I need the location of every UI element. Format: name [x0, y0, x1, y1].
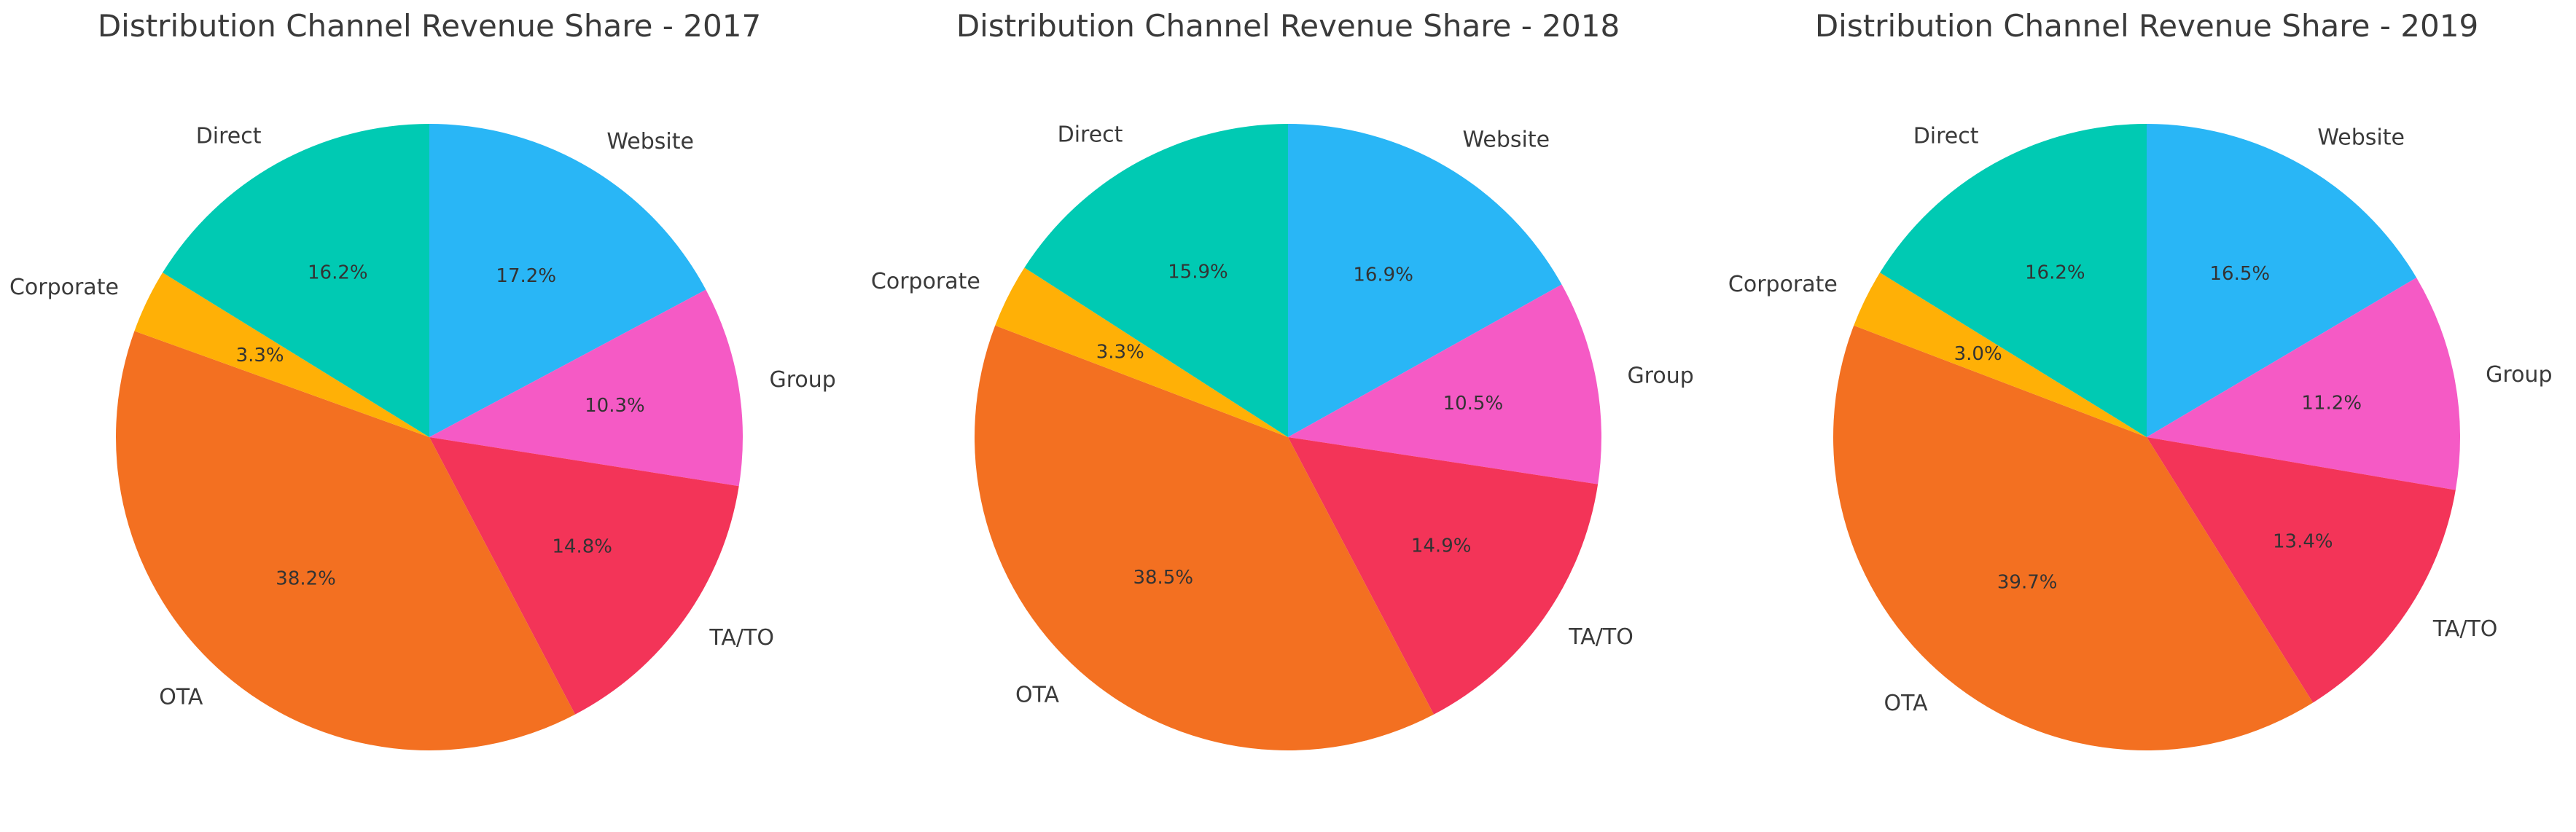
pie-slice-ta-to	[1288, 437, 1599, 715]
slice-label-ta-to: TA/TO	[709, 625, 774, 651]
slice-label-corporate: Corporate	[871, 269, 980, 294]
slice-label-group: Group	[2486, 362, 2552, 388]
chart-title-2017: Distribution Channel Revenue Share - 201…	[97, 8, 762, 44]
pie-slice-group	[2147, 278, 2461, 490]
slice-label-corporate: Corporate	[9, 275, 119, 300]
pie-slice-ota	[115, 331, 576, 750]
pct-label-ota: 38.5%	[1133, 567, 1193, 589]
pie-slice-direct	[1024, 124, 1288, 437]
slice-label-group: Group	[1627, 363, 1693, 388]
chart-title-2018: Distribution Channel Revenue Share - 201…	[956, 8, 1620, 44]
slice-label-ta-to: TA/TO	[1568, 624, 1634, 650]
pie-panel-2018: Distribution Channel Revenue Share - 201…	[859, 0, 1717, 832]
slice-label-corporate: Corporate	[1728, 272, 1838, 297]
slice-label-group: Group	[769, 367, 835, 393]
pie-slice-website	[1288, 124, 1562, 437]
slice-label-website: Website	[2317, 125, 2405, 151]
slice-label-direct: Direct	[1913, 123, 1979, 149]
pct-label-direct: 16.2%	[308, 262, 368, 284]
slice-label-ota: OTA	[1015, 682, 1060, 707]
pct-label-direct: 16.2%	[2025, 262, 2085, 284]
pct-label-direct: 15.9%	[1168, 262, 1228, 283]
pct-label-corporate: 3.0%	[1954, 343, 2002, 365]
slice-label-ta-to: TA/TO	[2432, 616, 2498, 642]
pct-label-ota: 38.2%	[276, 568, 336, 590]
chart-title-2019: Distribution Channel Revenue Share - 201…	[1814, 8, 2479, 44]
pie-slice-website	[429, 124, 706, 437]
pct-label-group: 10.5%	[1443, 393, 1504, 415]
pie-panel-2017: Distribution Channel Revenue Share - 201…	[0, 0, 859, 832]
slice-label-direct: Direct	[196, 123, 262, 149]
pie-svg: 16.5% Website 11.2% Group 13.4% TA/TO 39.7% OTA…	[1728, 123, 2553, 750]
pct-label-website: 16.5%	[2210, 263, 2271, 285]
pie-slice-corporate	[995, 267, 1288, 437]
slice-label-website: Website	[606, 129, 694, 154]
pct-label-ota: 39.7%	[1997, 571, 2058, 593]
pct-label-group: 10.3%	[585, 395, 645, 417]
pct-label-ta-to: 13.4%	[2273, 531, 2333, 553]
pct-label-ta-to: 14.8%	[552, 535, 612, 557]
pie-slice-website	[2147, 124, 2417, 437]
pie-slice-corporate	[1854, 272, 2147, 437]
pie-slice-group	[1288, 284, 1601, 484]
pie-slice-ota	[975, 325, 1435, 750]
pie-panel-2019: Distribution Channel Revenue Share - 201…	[1717, 0, 2576, 832]
slice-label-direct: Direct	[1058, 122, 1123, 147]
pie-slice-ta-to	[2147, 437, 2456, 703]
pct-label-corporate: 3.3%	[1096, 342, 1144, 364]
slice-label-ota: OTA	[1884, 691, 1928, 716]
pct-label-website: 17.2%	[496, 265, 556, 287]
slice-label-website: Website	[1463, 127, 1550, 153]
pct-label-ta-to: 14.9%	[1411, 535, 1472, 557]
pie-slice-corporate	[134, 272, 430, 437]
pct-label-website: 16.9%	[1353, 264, 1413, 286]
pie-slice-direct	[1880, 124, 2147, 437]
pie-svg: 16.9% Website 10.5% Group 14.9% TA/TO 38.5% OTA…	[871, 122, 1694, 750]
pct-label-corporate: 3.3%	[236, 345, 284, 366]
pie-slice-group	[429, 289, 743, 487]
pie-slice-ota	[1833, 325, 2314, 750]
slice-label-ota: OTA	[159, 684, 203, 710]
pie-svg: 17.2% Website 10.3% Group 14.8% TA/TO 38.2% OTA…	[9, 123, 836, 750]
pct-label-group: 11.2%	[2301, 392, 2362, 414]
pie-slice-ta-to	[429, 437, 739, 715]
pie-slice-direct	[163, 124, 429, 437]
